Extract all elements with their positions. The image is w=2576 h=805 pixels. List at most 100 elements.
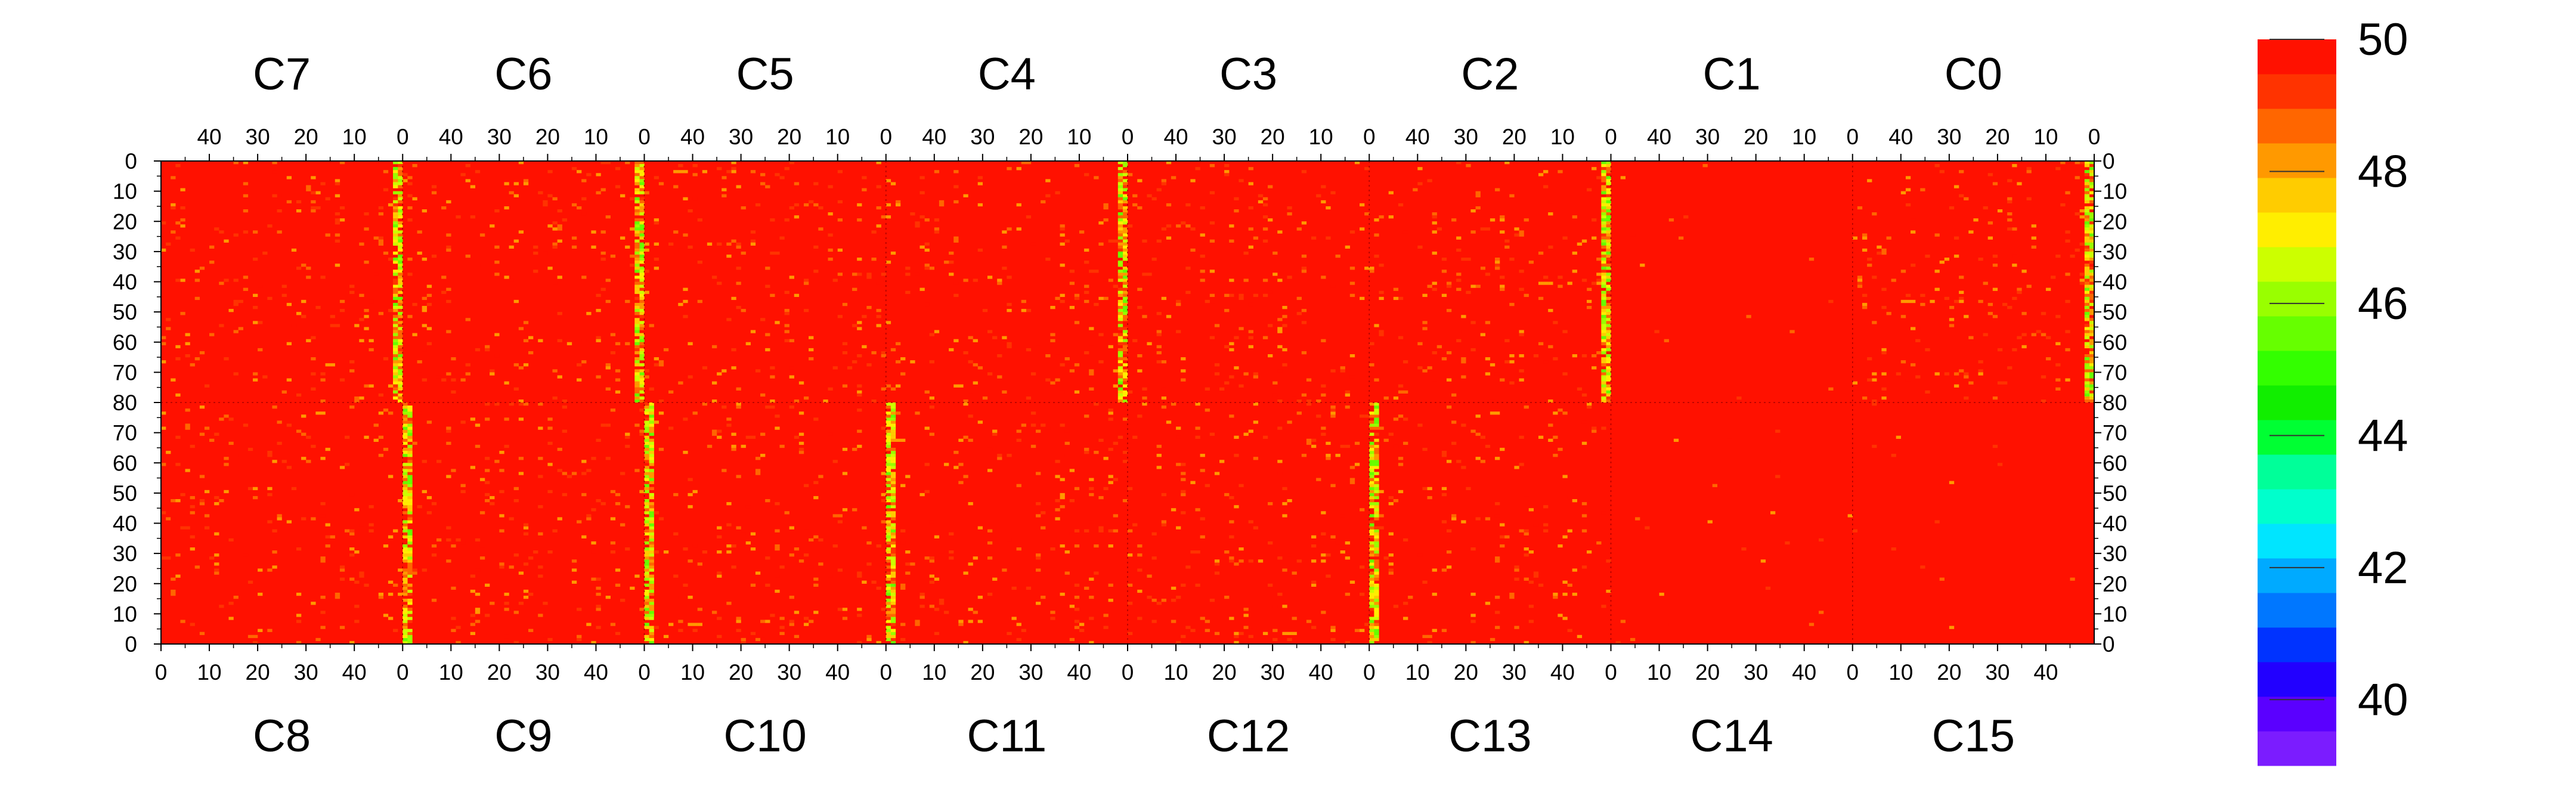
heatmap-cell [330,535,335,539]
heatmap-cell [393,203,398,207]
heatmap-cell [634,333,640,336]
heatmap-cell [1480,402,1485,406]
chip-label-top: C7 [253,49,311,100]
heatmap-cell [1581,354,1587,358]
heatmap-cell [1041,200,1046,204]
heatmap-cell [890,535,896,539]
heatmap-cell [644,490,649,494]
heatmap-cell [890,571,896,575]
heatmap-cell [306,185,311,188]
heatmap-cell [832,460,838,463]
heatmap-cell [842,342,848,346]
heatmap-cell [1606,182,1611,185]
heatmap-cell [1369,526,1374,530]
heatmap-cell [581,212,587,216]
heatmap-cell [692,164,698,168]
heatmap-cell [1374,411,1379,415]
heatmap-cell [1330,637,1336,642]
heatmap-cell [649,417,654,421]
heatmap-cell [1171,586,1176,590]
heatmap-cell [267,628,273,632]
heatmap-cell [1953,384,1959,388]
heatmap-cell [890,514,896,518]
heatmap-cell [407,493,413,497]
heatmap-cell [900,541,906,545]
heatmap-cell [1949,206,1955,210]
heatmap-cell [1117,221,1123,225]
heatmap-cell [1089,493,1094,497]
heatmap-cell [1369,432,1374,436]
heatmap-cell [494,209,500,213]
heatmap-cell [770,251,775,255]
heatmap-cell [1446,281,1452,285]
heatmap-cell [1060,390,1065,394]
heatmap-cell [325,363,330,367]
heatmap-cell [1934,164,1940,168]
heatmap-cell [1340,514,1345,518]
heatmap-cell [1606,215,1611,219]
heatmap-cell [634,396,640,400]
heatmap-cell [344,529,350,532]
heatmap-cell [886,499,891,503]
heatmap-cell [1562,592,1568,596]
heatmap-cell [1500,535,1505,539]
heatmap-cell [1239,559,1244,563]
heatmap-cell [644,499,649,503]
heatmap-cell [1016,623,1021,626]
heatmap-cell [359,523,364,527]
heatmap-cell [1852,236,1858,240]
heatmap-cell [1417,245,1423,249]
heatmap-cell [1234,634,1239,639]
heatmap-cell [1117,390,1123,394]
heatmap-cell [1441,493,1447,497]
heatmap-cell [398,182,403,185]
heatmap-cell [1379,333,1384,336]
heatmap-cell [634,230,640,234]
heatmap-cell [794,215,800,219]
heatmap-cell [1374,620,1379,623]
heatmap-cell [204,490,210,494]
heatmap-cell [639,375,645,379]
heatmap-cell [1369,596,1374,599]
heatmap-cell [789,623,794,626]
heatmap-cell [963,399,968,403]
heatmap-cell [886,478,891,481]
heatmap-cell [446,248,451,252]
heatmap-cell [190,496,195,500]
heatmap-cell [1369,426,1374,430]
heatmap-cell [634,239,640,243]
heatmap-cell [1002,245,1007,249]
heatmap-cell [398,258,403,261]
heatmap-cell [924,218,930,222]
heatmap-cell [1881,372,1887,376]
heatmap-cell [789,375,794,379]
heatmap-cell [412,441,417,445]
heatmap-cell [1490,411,1496,415]
heatmap-cell [1683,215,1689,219]
heatmap-cell [1601,426,1606,430]
heatmap-cell [1060,423,1065,427]
heatmap-cell [1122,242,1128,246]
heatmap-cell [388,580,394,584]
heatmap-cell [1122,161,1128,165]
heatmap-cell [649,568,654,572]
heatmap-cell [634,278,640,282]
heatmap-cell [977,203,983,207]
heatmap-cell [890,484,896,487]
heatmap-cell [1369,634,1374,639]
left-axis-tick-label: 30 [113,240,137,264]
heatmap-cell [398,278,403,282]
left-axis-tick-label: 50 [113,300,137,324]
heatmap-cell [649,429,654,433]
heatmap-cell [339,565,345,569]
heatmap-cell [634,348,640,352]
heatmap-cell [711,611,717,614]
heatmap-cell [247,634,253,639]
heatmap-cell [190,363,195,367]
heatmap-cell [1229,556,1234,560]
heatmap-cell [1896,435,1901,439]
heatmap-cell [649,574,654,578]
heatmap-cell [803,617,809,620]
bottom-axis-tick-label: 30 [1502,660,1527,685]
heatmap-cell [1176,299,1181,304]
